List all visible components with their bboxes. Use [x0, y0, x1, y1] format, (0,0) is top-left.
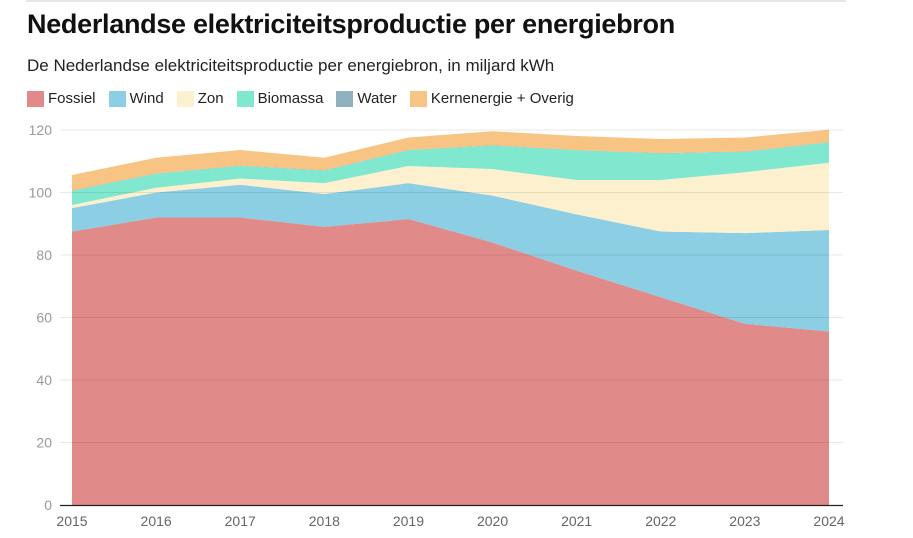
legend-label: Wind	[129, 90, 164, 107]
y-tick-label: 80	[36, 247, 52, 263]
chart-subtitle: De Nederlandse elektriciteitsproductie p…	[27, 56, 555, 75]
area-zon	[72, 162, 829, 234]
x-tick-label: 2019	[393, 513, 424, 529]
area-fossiel	[72, 217, 829, 505]
chart-legend: Fossiel Wind Zon Biomassa Water Kernenergie +…	[27, 90, 587, 107]
legend-item: Wind	[108, 90, 164, 107]
legend-swatch	[409, 90, 427, 107]
legend-item: Biomassa	[236, 90, 324, 107]
y-tick-label: 0	[44, 497, 52, 513]
legend-item: Kernenergie + Overig	[409, 90, 574, 107]
area-biomassa	[72, 142, 829, 205]
y-tick-label: 20	[36, 435, 52, 451]
legend-label: Biomassa	[257, 90, 324, 107]
legend-label: Water	[357, 90, 397, 107]
x-axis: 2015 2016 2017 2018 2019 2020 2021 2022 2023 2024	[56, 513, 844, 529]
gridlines	[60, 129, 843, 443]
legend-label: Kernenergie + Overig	[430, 90, 574, 107]
legend-swatch	[176, 90, 194, 107]
chart-title: Nederlandse elektriciteitsproductie per …	[27, 9, 675, 39]
legend-label: Fossiel	[48, 90, 96, 107]
series-areas	[72, 129, 829, 505]
y-tick-label: 120	[29, 122, 53, 138]
x-tick-label: 2022	[645, 513, 676, 529]
legend-swatch	[108, 90, 126, 107]
y-tick-label: 100	[29, 185, 53, 201]
x-tick-label: 2020	[477, 513, 508, 529]
legend-item: Zon	[176, 90, 224, 107]
y-axis: 0 20 40 60 80 100 120	[29, 122, 53, 513]
top-divider	[26, 0, 846, 2]
x-tick-label: 2018	[309, 513, 340, 529]
y-tick-label: 40	[36, 372, 52, 388]
x-tick-label: 2024	[813, 513, 844, 529]
legend-label: Zon	[197, 90, 224, 107]
x-tick-label: 2016	[141, 513, 172, 529]
x-tick-label: 2017	[225, 513, 256, 529]
y-tick-label: 60	[36, 310, 52, 326]
x-tick-label: 2015	[56, 513, 87, 529]
x-tick-label: 2021	[561, 513, 592, 529]
area-wind	[72, 183, 829, 332]
legend-swatch	[336, 90, 354, 107]
x-tick-label: 2023	[729, 513, 760, 529]
legend-swatch	[27, 90, 44, 107]
legend-item: Water	[336, 90, 397, 107]
legend-swatch	[236, 90, 254, 107]
legend-item: Fossiel	[27, 90, 96, 107]
area-kernenergie-overig	[72, 129, 829, 191]
